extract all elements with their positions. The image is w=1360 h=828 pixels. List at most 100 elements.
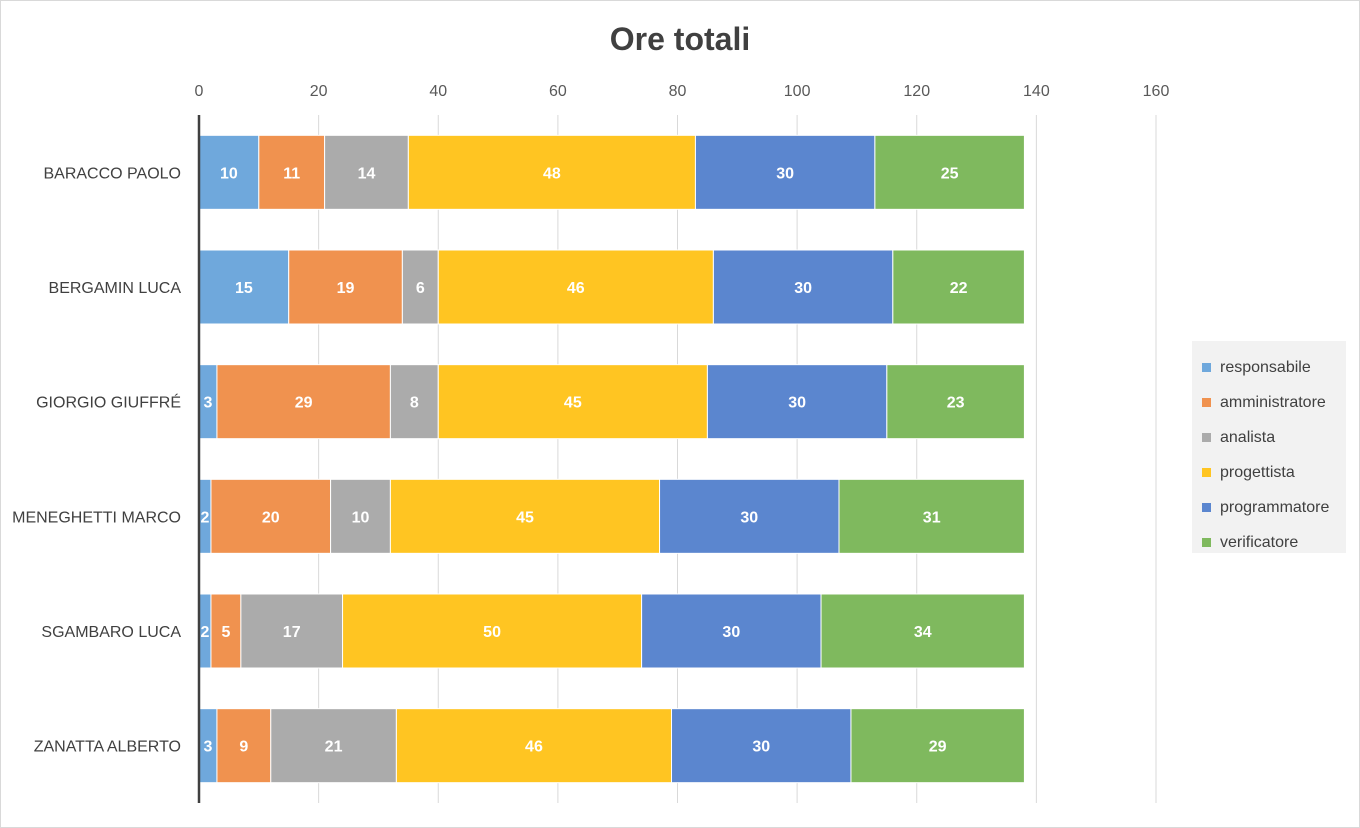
bar-verificatore-2 — [886, 364, 1025, 440]
data-label-programmatore-2: 30 — [788, 395, 806, 412]
data-label-progettista-4: 50 — [483, 624, 501, 641]
bar-amministratore-4 — [210, 593, 242, 669]
category-label-3: MENEGHETTI MARCO — [12, 509, 181, 526]
bar-analista-1 — [401, 249, 439, 325]
legend-item-programmatore: programmatore — [1202, 490, 1346, 525]
bar-analista-5 — [270, 708, 397, 784]
bar-analista-4 — [240, 593, 344, 669]
bar-progettista-5 — [395, 708, 673, 784]
legend-label-analista: analista — [1220, 428, 1276, 446]
bar-programmatore-2 — [706, 364, 888, 440]
bar-amministratore-2 — [216, 364, 391, 440]
data-label-programmatore-5: 30 — [752, 739, 770, 756]
x-tick-label-20: 20 — [310, 83, 328, 100]
data-label-verificatore-2: 23 — [947, 395, 965, 412]
bar-verificatore-0 — [874, 134, 1025, 210]
legend: responsabile amministratore analista proget… — [1192, 341, 1346, 553]
chart-title: Ore totali — [609, 21, 751, 57]
data-label-progettista-2: 45 — [564, 395, 582, 412]
data-label-responsabile-0: 10 — [220, 165, 238, 182]
x-tick-label-0: 0 — [195, 83, 204, 100]
legend-swatch-analista — [1202, 433, 1211, 442]
data-label-programmatore-0: 30 — [776, 165, 794, 182]
data-label-responsabile-3: 2 — [201, 509, 210, 526]
bars — [198, 134, 1025, 784]
data-label-programmatore-1: 30 — [794, 280, 812, 297]
data-label-amministratore-4: 5 — [221, 624, 230, 641]
bar-amministratore-3 — [210, 478, 332, 554]
category-label-4: SGAMBARO LUCA — [41, 624, 181, 641]
legend-label-programmatore: programmatore — [1220, 498, 1330, 516]
data-label-analista-4: 17 — [283, 624, 301, 641]
bar-progettista-4 — [342, 593, 643, 669]
data-label-progettista-1: 46 — [567, 280, 585, 297]
data-label-amministratore-1: 19 — [337, 280, 355, 297]
bar-programmatore-3 — [659, 478, 840, 554]
legend-swatch-programmatore — [1202, 503, 1211, 512]
legend-item-verificatore: verificatore — [1202, 525, 1346, 560]
axes: 0 20 40 60 80 100 120 140 160 BARACCO PAOLO BERGAM… — [12, 83, 1169, 803]
category-label-0: BARACCO PAOLO — [43, 165, 181, 182]
data-label-analista-3: 10 — [352, 509, 370, 526]
legend-swatch-amministratore — [1202, 398, 1211, 407]
data-label-amministratore-5: 9 — [239, 739, 248, 756]
bar-progettista-1 — [437, 249, 714, 325]
x-tick-label-40: 40 — [429, 83, 447, 100]
data-label-analista-5: 21 — [325, 739, 343, 756]
bar-verificatore-4 — [820, 593, 1025, 669]
legend-item-responsabile: responsabile — [1202, 350, 1346, 385]
data-label-analista-2: 8 — [410, 395, 419, 412]
data-label-progettista-5: 46 — [525, 739, 543, 756]
bar-programmatore-5 — [671, 708, 852, 784]
bar-programmatore-1 — [712, 249, 894, 325]
legend-label-verificatore: verificatore — [1220, 533, 1299, 551]
data-label-amministratore-3: 20 — [262, 509, 280, 526]
x-tick-label-120: 120 — [903, 83, 930, 100]
legend-swatch-progettista — [1202, 468, 1211, 477]
legend-label-responsabile: responsabile — [1220, 358, 1311, 376]
legend-item-analista: analista — [1202, 420, 1346, 455]
data-label-analista-1: 6 — [416, 280, 425, 297]
x-tick-label-100: 100 — [784, 83, 811, 100]
bar-amministratore-0 — [258, 134, 326, 210]
legend-label-amministratore: amministratore — [1220, 393, 1326, 411]
data-label-verificatore-0: 25 — [941, 165, 959, 182]
data-label-amministratore-2: 29 — [295, 395, 313, 412]
category-label-5: ZANATTA ALBERTO — [34, 739, 181, 756]
legend-label-progettista: progettista — [1220, 463, 1295, 481]
data-label-programmatore-3: 30 — [740, 509, 758, 526]
data-label-responsabile-2: 3 — [204, 395, 213, 412]
bar-responsabile-1 — [198, 249, 290, 325]
bar-progettista-3 — [389, 478, 661, 554]
x-tick-label-160: 160 — [1143, 83, 1170, 100]
data-label-analista-0: 14 — [358, 165, 376, 182]
data-label-verificatore-5: 29 — [929, 739, 947, 756]
x-tick-label-60: 60 — [549, 83, 567, 100]
bar-verificatore-1 — [892, 249, 1025, 325]
data-label-programmatore-4: 30 — [722, 624, 740, 641]
data-label-verificatore-1: 22 — [950, 280, 968, 297]
bar-analista-2 — [389, 364, 439, 440]
bar-responsabile-0 — [198, 134, 260, 210]
bar-progettista-2 — [437, 364, 708, 440]
legend-item-amministratore: amministratore — [1202, 385, 1346, 420]
data-label-responsabile-5: 3 — [204, 739, 213, 756]
category-label-1: BERGAMIN LUCA — [49, 280, 182, 297]
bar-analista-0 — [324, 134, 409, 210]
data-label-responsabile-4: 2 — [201, 624, 210, 641]
data-label-responsabile-1: 15 — [235, 280, 253, 297]
bar-verificatore-5 — [850, 708, 1025, 784]
data-label-progettista-3: 45 — [516, 509, 534, 526]
bar-progettista-0 — [407, 134, 696, 210]
data-label-amministratore-0: 11 — [283, 165, 300, 182]
bar-verificatore-3 — [838, 478, 1025, 554]
legend-item-progettista: progettista — [1202, 455, 1346, 490]
category-label-2: GIORGIO GIUFFRÉ — [36, 393, 181, 412]
data-label-verificatore-4: 34 — [914, 624, 932, 641]
x-tick-label-140: 140 — [1023, 83, 1050, 100]
gridlines — [318, 115, 1157, 803]
data-label-progettista-0: 48 — [543, 165, 561, 182]
